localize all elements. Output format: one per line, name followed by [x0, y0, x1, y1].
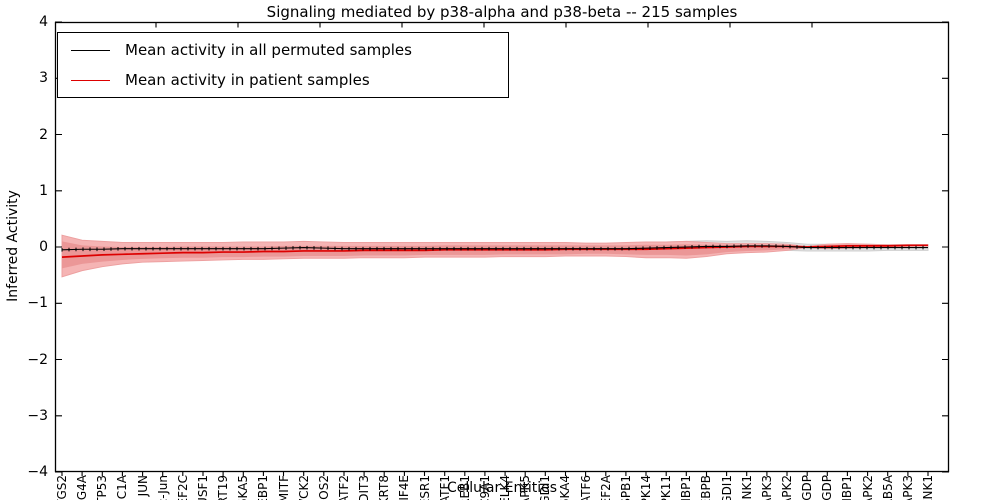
x-axis-label: Cellular Entities	[446, 480, 558, 496]
y-tick-label: 2	[39, 126, 48, 143]
legend-entry-permuted: Mean activity in all permuted samples	[58, 36, 508, 64]
y-tick-label: −1	[27, 295, 48, 312]
patient-line-swatch	[71, 79, 110, 81]
y-tick-label: 0	[39, 239, 48, 255]
y-tick-label: 4	[39, 14, 48, 30]
legend-label: Mean activity in patient samples	[125, 70, 370, 89]
y-tick-label: −2	[27, 351, 48, 368]
y-tick-label: 3	[39, 70, 48, 87]
y-tick-label: −4	[27, 464, 48, 480]
permuted-mean-line	[61, 245, 928, 251]
y-tick-label: 1	[39, 182, 48, 199]
plot-border	[54, 21, 950, 473]
legend: Mean activity in all permuted samples Me…	[57, 32, 509, 98]
permuted-line-swatch	[71, 49, 110, 51]
legend-label: Mean activity in all permuted samples	[125, 40, 412, 59]
permuted-line-markers	[61, 244, 924, 252]
y-tick-label: −3	[27, 407, 48, 424]
legend-entry-patient: Mean activity in patient samples	[58, 66, 508, 94]
chart-title: Signaling mediated by p38-alpha and p38-…	[266, 3, 738, 21]
